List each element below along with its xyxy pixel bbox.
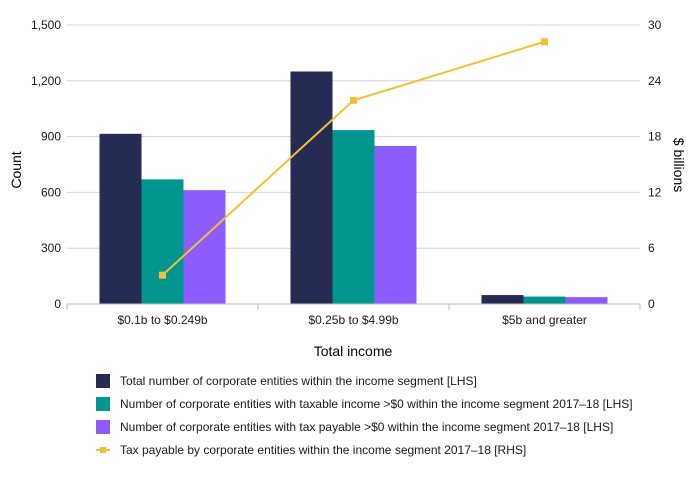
bar <box>141 179 184 304</box>
bar <box>481 295 524 304</box>
legend-swatch <box>96 373 110 388</box>
y2-tick-label: 24 <box>648 74 662 88</box>
y-tick-label: 1,200 <box>31 74 61 88</box>
legend-label: Number of corporate entities with tax pa… <box>120 419 614 434</box>
line-point <box>159 271 166 279</box>
x-tick-label: $5b and greater <box>502 313 587 327</box>
y-tick-label: 0 <box>54 297 61 311</box>
bar <box>332 130 375 304</box>
legend-item-taxable-income: Number of corporate entities with taxabl… <box>96 392 633 415</box>
bar <box>565 297 608 304</box>
y-axis-label: Count <box>8 151 24 188</box>
axes: 0 300 600 900 1,200 1,500 0 6 12 18 24 30 $0.1b to $… <box>31 18 662 327</box>
line-series <box>159 38 548 279</box>
bar <box>99 133 142 304</box>
x-tick-label: $0.1b to $0.249b <box>117 313 207 327</box>
line-point <box>541 38 548 46</box>
legend-label: Number of corporate entities with taxabl… <box>120 396 633 411</box>
x-axis-label: Total income <box>314 343 393 359</box>
y2-tick-label: 18 <box>648 130 662 144</box>
y-tick-label: 1,500 <box>31 18 61 32</box>
legend-label: Total number of corporate entities withi… <box>120 373 477 388</box>
bar <box>374 145 417 304</box>
legend-swatch <box>96 443 110 457</box>
y-tick-label: 600 <box>41 185 61 199</box>
y2-tick-label: 30 <box>648 18 662 32</box>
line-point <box>350 96 357 104</box>
y2-tick-label: 6 <box>648 241 655 255</box>
legend-label: Tax payable by corporate entities within… <box>120 442 527 457</box>
bar <box>290 71 333 304</box>
y-tick-label: 300 <box>41 241 61 255</box>
y2-tick-label: 0 <box>648 297 655 311</box>
bar <box>183 190 226 304</box>
chart: 0 300 600 900 1,200 1,500 0 6 12 18 24 30 $0.1b to $… <box>8 18 687 359</box>
y2-axis-label: $ billions <box>671 138 687 192</box>
y2-tick-label: 12 <box>648 185 662 199</box>
legend-swatch <box>96 419 110 434</box>
bar <box>523 296 566 304</box>
bar-series <box>99 71 608 304</box>
y-tick-label: 900 <box>41 130 61 144</box>
legend-swatch <box>96 396 110 411</box>
legend-item-tax-payable-amount: Tax payable by corporate entities within… <box>96 438 633 461</box>
legend-item-tax-payable-count: Number of corporate entities with tax pa… <box>96 415 633 438</box>
x-tick-label: $0.25b to $4.99b <box>308 313 398 327</box>
legend-item-total-entities: Total number of corporate entities withi… <box>96 369 633 392</box>
legend: Total number of corporate entities withi… <box>96 369 633 461</box>
